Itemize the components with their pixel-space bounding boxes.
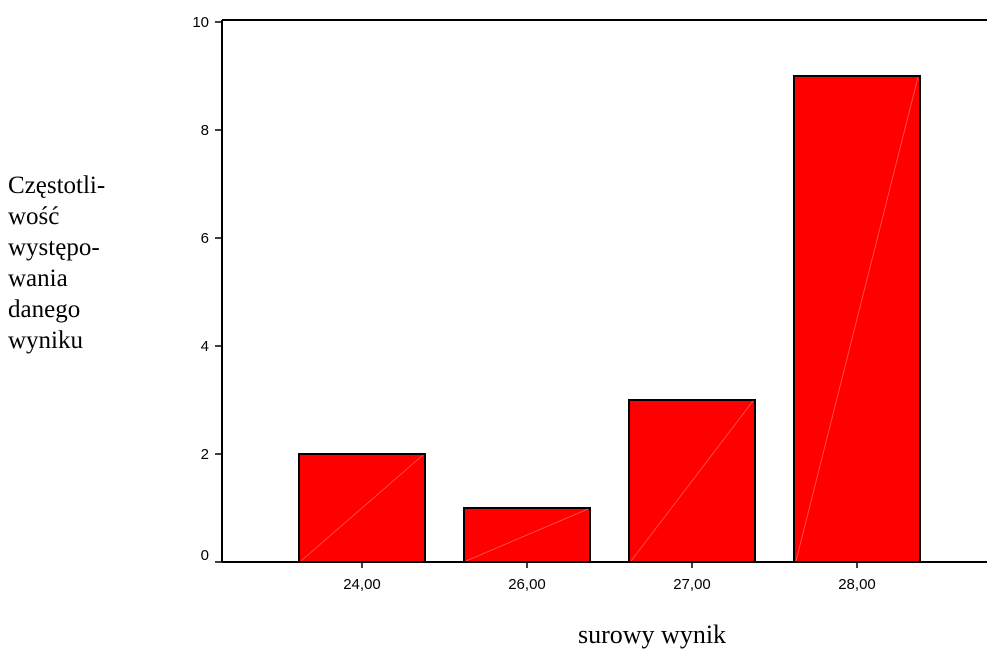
y-axis-label-line: wyniku bbox=[8, 327, 83, 354]
y-axis-label-line: wania bbox=[8, 265, 68, 292]
bar-highlight bbox=[300, 454, 424, 562]
x-tick-label: 27,00 bbox=[673, 576, 711, 593]
y-axis-label-line: Częstotli- bbox=[8, 172, 106, 199]
y-tick-label: 0 bbox=[201, 547, 209, 564]
x-ticks-group: 24,00 26,00 27,00 28,00 bbox=[343, 562, 876, 593]
y-tick-label: 2 bbox=[201, 446, 209, 463]
x-tick-label: 28,00 bbox=[838, 576, 876, 593]
y-tick-label: 10 bbox=[192, 14, 209, 31]
y-axis-label-line: wość bbox=[8, 203, 60, 230]
y-axis-label-line: danego bbox=[8, 296, 81, 323]
y-tick-label: 6 bbox=[201, 230, 209, 247]
y-ticks-group: 0 2 4 6 8 10 bbox=[192, 14, 222, 564]
bar-highlight bbox=[795, 76, 919, 562]
bar-highlight bbox=[630, 400, 754, 562]
bars-group bbox=[298, 75, 921, 563]
bar-highlight bbox=[465, 508, 589, 562]
y-tick-label: 8 bbox=[201, 122, 209, 139]
x-axis-label: surowy wynik bbox=[578, 620, 727, 649]
y-tick-label: 4 bbox=[201, 338, 209, 355]
x-tick-label: 26,00 bbox=[508, 576, 546, 593]
y-axis-label-line: występo- bbox=[8, 234, 100, 261]
y-axis-label: Częstotli- wość występo- wania danego wy… bbox=[8, 170, 148, 356]
x-tick-label: 24,00 bbox=[343, 576, 381, 593]
